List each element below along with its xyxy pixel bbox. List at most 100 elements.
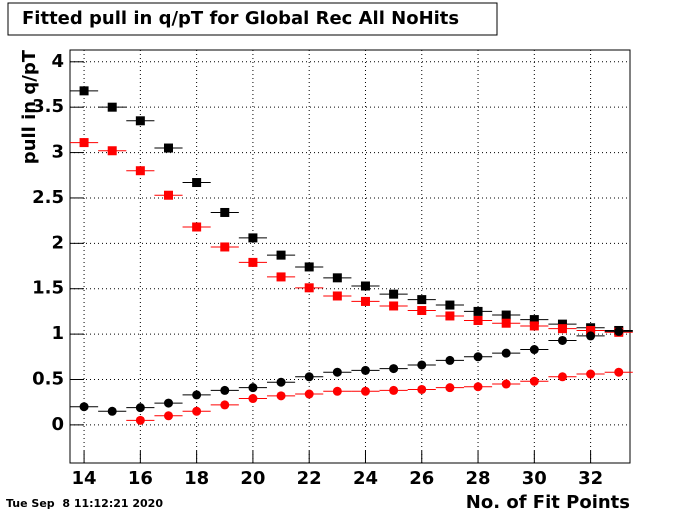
marker	[445, 383, 455, 393]
point	[323, 273, 352, 283]
point	[463, 382, 493, 392]
marker	[276, 377, 286, 387]
marker	[332, 291, 342, 301]
marker	[586, 325, 596, 335]
y-tick-label: 2.5	[32, 187, 64, 208]
marker	[473, 306, 483, 316]
point	[238, 394, 267, 404]
marker	[107, 406, 117, 416]
point	[407, 306, 436, 316]
point	[604, 326, 633, 336]
marker	[163, 190, 173, 200]
point	[407, 384, 436, 394]
point	[238, 383, 267, 393]
point	[210, 400, 239, 410]
point	[126, 415, 155, 425]
marker	[360, 386, 370, 396]
point	[323, 386, 352, 396]
marker	[79, 138, 89, 148]
marker	[163, 143, 173, 153]
y-tick-label: 2	[51, 232, 64, 253]
marker	[586, 331, 596, 341]
marker	[501, 348, 511, 358]
marker	[192, 406, 202, 416]
point	[182, 390, 211, 400]
point	[70, 402, 99, 412]
marker	[445, 355, 455, 365]
point	[266, 250, 296, 260]
point	[182, 222, 211, 232]
point	[548, 335, 577, 345]
point	[323, 291, 352, 301]
title-box	[7, 2, 498, 36]
marker	[614, 367, 624, 377]
y-tick-label: 4	[51, 51, 64, 72]
point	[520, 345, 549, 355]
point	[98, 406, 127, 416]
marker	[557, 335, 567, 345]
point	[435, 383, 464, 393]
chart-title: Fitted pull in q/pT for Global Rec All N…	[22, 8, 459, 29]
point	[182, 178, 211, 188]
point	[492, 310, 521, 320]
marker	[529, 315, 539, 325]
point	[379, 301, 408, 311]
point	[407, 360, 436, 370]
point	[576, 369, 605, 379]
marker	[192, 222, 202, 232]
point	[323, 367, 352, 377]
marker	[417, 306, 427, 316]
marker	[389, 385, 399, 395]
point	[576, 331, 605, 341]
marker	[586, 369, 596, 379]
point	[210, 385, 239, 395]
marker	[417, 384, 427, 394]
point	[266, 391, 296, 401]
point	[98, 146, 127, 156]
point	[210, 207, 239, 217]
point	[182, 406, 211, 416]
point	[407, 295, 436, 305]
point	[351, 365, 380, 375]
point	[520, 376, 549, 386]
marker	[304, 262, 314, 272]
x-tick-label: 14	[72, 468, 97, 489]
point	[154, 143, 183, 153]
marker	[107, 146, 117, 156]
y-tick-label: 3.5	[32, 96, 64, 117]
point	[210, 242, 239, 252]
point	[295, 372, 324, 382]
y-tick-label: 1.5	[32, 278, 64, 299]
x-tick-label: 30	[522, 468, 547, 489]
marker	[220, 385, 230, 395]
y-tick-label: 0	[51, 414, 64, 435]
point	[154, 398, 183, 408]
marker	[107, 102, 117, 112]
point	[492, 348, 521, 358]
point	[520, 321, 549, 331]
point	[435, 355, 464, 365]
point	[266, 272, 296, 282]
x-axis-label: No. of Fit Points	[466, 492, 630, 513]
marker	[220, 242, 230, 252]
point	[351, 386, 380, 396]
x-tick-label: 18	[184, 468, 209, 489]
marker	[360, 365, 370, 375]
point	[463, 315, 493, 325]
marker	[79, 86, 89, 96]
marker	[360, 296, 370, 306]
marker	[389, 301, 399, 311]
marker	[163, 411, 173, 421]
marker	[135, 403, 145, 413]
marker	[389, 364, 399, 374]
timestamp: Tue Sep 8 11:12:21 2020	[6, 497, 163, 510]
marker	[445, 311, 455, 321]
marker	[304, 283, 314, 293]
plot-frame	[69, 49, 631, 464]
y-axis-label: pull in q/pT	[19, 49, 40, 164]
point	[548, 324, 577, 334]
marker	[192, 178, 202, 188]
marker	[529, 321, 539, 331]
marker	[248, 394, 258, 404]
marker	[529, 376, 539, 386]
